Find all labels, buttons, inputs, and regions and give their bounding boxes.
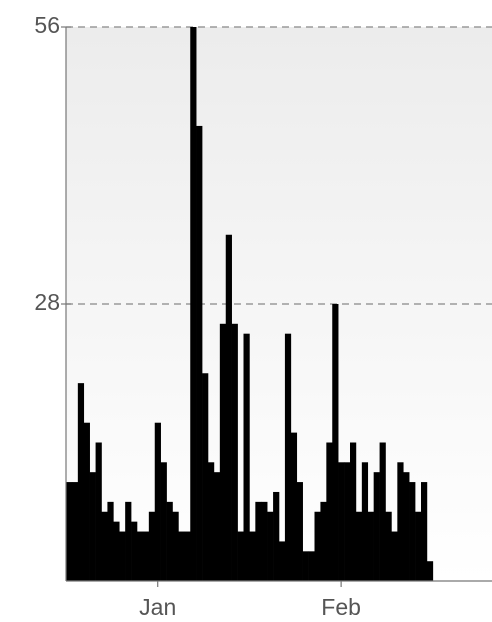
y-tick-label: 28 — [34, 289, 60, 315]
bar — [267, 511, 274, 581]
bar — [142, 531, 150, 581]
bar — [166, 501, 173, 581]
bar — [190, 27, 197, 581]
bar — [202, 373, 209, 581]
bar — [361, 462, 369, 581]
bar — [113, 521, 120, 581]
bar — [213, 472, 221, 581]
bar — [196, 125, 203, 581]
bar — [231, 323, 238, 581]
bar — [154, 422, 161, 581]
bar — [131, 521, 138, 581]
bar — [160, 462, 167, 581]
bar — [243, 333, 250, 581]
bar — [137, 531, 144, 581]
bar — [208, 462, 215, 581]
bar — [308, 551, 315, 581]
bar — [355, 511, 363, 581]
bar — [385, 511, 392, 581]
bar — [107, 501, 114, 581]
bar — [184, 531, 191, 581]
bar — [284, 333, 292, 581]
bar — [421, 482, 428, 581]
x-tick-label: Jan — [139, 594, 176, 620]
bar — [119, 531, 126, 581]
bar — [279, 541, 286, 581]
bar — [302, 551, 309, 581]
bar — [326, 442, 333, 581]
bar — [415, 511, 422, 581]
bar — [403, 472, 410, 581]
bar — [95, 442, 102, 581]
x-tick-label: Feb — [321, 594, 361, 620]
bar — [314, 511, 321, 581]
bar — [296, 482, 303, 581]
bar — [320, 501, 327, 581]
bar — [148, 511, 156, 581]
bar — [409, 482, 416, 581]
bar — [338, 462, 345, 581]
bar — [397, 462, 404, 581]
bar — [344, 462, 351, 581]
bar — [391, 531, 398, 581]
bar — [172, 511, 179, 581]
bar — [66, 482, 73, 581]
bar — [77, 383, 85, 581]
bar — [367, 511, 374, 581]
bar — [255, 501, 262, 581]
bar — [89, 472, 96, 581]
bar — [379, 442, 386, 581]
bar — [125, 501, 132, 581]
bar — [426, 561, 434, 581]
bar — [332, 304, 339, 581]
bar — [71, 482, 79, 581]
bar — [101, 511, 108, 581]
bar — [290, 432, 298, 581]
bar — [225, 234, 232, 581]
bar — [273, 491, 280, 581]
bar — [249, 531, 256, 581]
bar — [83, 422, 90, 581]
bar — [219, 323, 227, 581]
y-tick-label: 56 — [34, 12, 60, 38]
bar — [261, 501, 268, 581]
bar — [373, 472, 380, 581]
bar — [350, 442, 357, 581]
bar — [237, 531, 244, 581]
bar — [178, 531, 185, 581]
